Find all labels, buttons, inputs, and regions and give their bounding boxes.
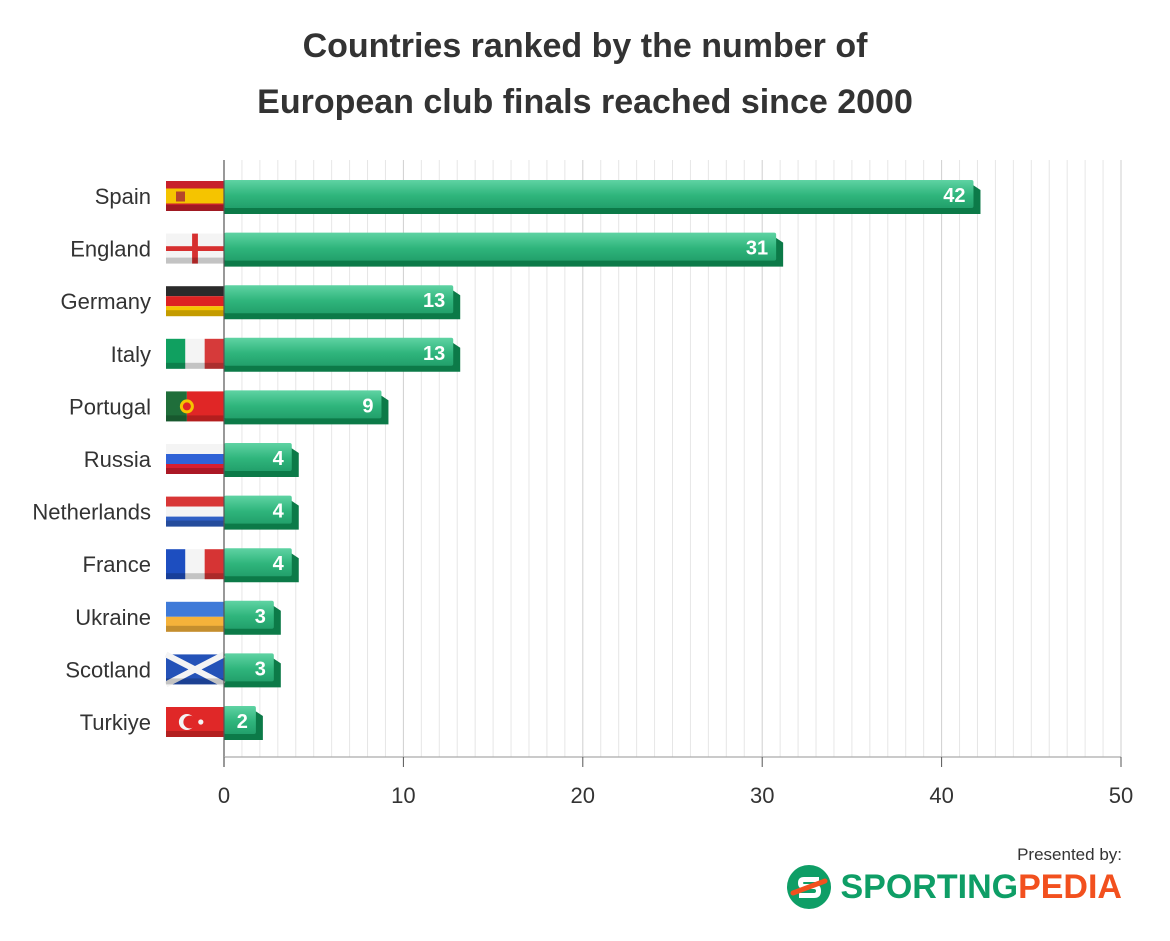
category-label: Germany (61, 289, 151, 314)
category-label: Turkiye (80, 710, 151, 735)
data-label: 3 (255, 606, 266, 628)
x-tick-label: 30 (750, 783, 774, 808)
x-tick-label: 20 (571, 783, 595, 808)
category-label: England (70, 237, 151, 262)
bar (224, 443, 292, 471)
data-label: 4 (273, 553, 285, 575)
data-label: 4 (273, 501, 285, 523)
x-tick-label: 10 (391, 783, 415, 808)
logo-text-sporting: SPORTING (840, 868, 1019, 906)
portugal-flag-icon (166, 391, 224, 422)
bar (224, 548, 292, 577)
category-label: Netherlands (32, 500, 151, 525)
bar (224, 337, 454, 366)
ukraine-flag-icon (166, 601, 224, 632)
germany-flag-icon (166, 286, 224, 317)
scotland-flag-icon (164, 651, 226, 688)
chart-title-line-2: European club finals reached since 2000 (257, 83, 913, 121)
russia-flag-icon (166, 444, 224, 474)
england-flag-icon (166, 233, 224, 264)
data-label: 42 (943, 185, 965, 207)
chart-title: Countries ranked by the number of Europe… (0, 18, 1170, 130)
bar (224, 390, 382, 419)
bar (224, 285, 454, 314)
x-tick-label: 0 (218, 783, 230, 808)
netherlands-flag-icon (166, 496, 224, 527)
bar (224, 495, 292, 524)
italy-flag-icon (166, 338, 224, 369)
data-label: 13 (423, 290, 445, 312)
category-label: Ukraine (75, 605, 151, 630)
logo-text-pedia: PEDIA (1018, 868, 1122, 906)
chart-title-line-1: Countries ranked by the number of (302, 27, 868, 65)
category-label: France (83, 552, 151, 577)
presented-by-label: Presented by: (1017, 845, 1122, 864)
data-label: 2 (237, 711, 248, 733)
france-flag-icon (166, 549, 224, 580)
category-label: Scotland (65, 657, 151, 682)
turkiye-flag-icon (166, 707, 224, 737)
bar (224, 600, 274, 629)
axes: 0 10 20 30 40 50 (218, 160, 1133, 808)
data-label: 4 (273, 448, 285, 470)
sportingpedia-logo[interactable]: SPORTINGPEDIA (785, 862, 1122, 912)
flags (164, 181, 226, 737)
category-label: Italy (111, 342, 151, 367)
category-label: Portugal (69, 394, 151, 419)
x-tick-label: 50 (1109, 783, 1133, 808)
data-label: 3 (255, 658, 266, 680)
data-label: 9 (362, 395, 373, 417)
bars (224, 180, 981, 740)
sportingpedia-logo-icon (786, 865, 831, 909)
bar (224, 706, 256, 734)
bar (224, 653, 274, 682)
category-label: Spain (95, 184, 151, 209)
data-label: 13 (423, 343, 445, 365)
bar (224, 232, 777, 261)
spain-flag-icon (166, 181, 224, 211)
x-tick-label: 40 (929, 783, 953, 808)
category-label: Russia (84, 447, 152, 472)
data-label: 31 (746, 238, 768, 260)
bar (224, 180, 974, 208)
